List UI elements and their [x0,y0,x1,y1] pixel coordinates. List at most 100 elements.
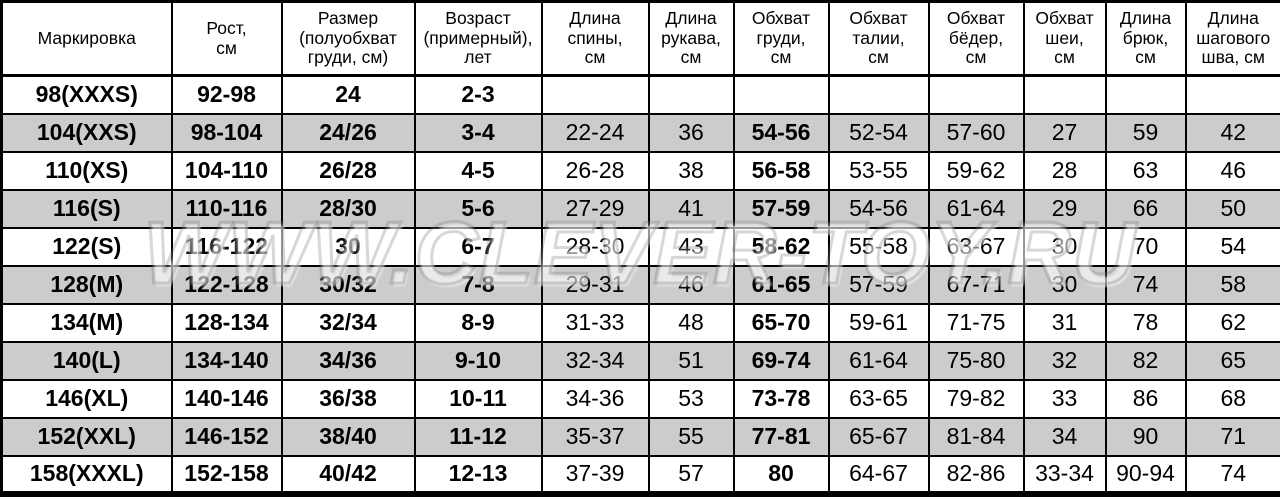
table-cell: 54 [1184,226,1280,267]
table-cell: 146-152 [170,416,283,457]
table-row: 116(S) 110-116 28/30 5-6 27-29 41 57-59 54-56 61… [0,188,1280,229]
table-cell: 38 [647,150,735,191]
table-cell: 58 [1184,264,1280,305]
column-header: Длина рукава, см [647,0,735,77]
table-cell: 122(S) [0,226,173,267]
table-cell: 28 [1022,150,1107,191]
table-cell: 36 [647,112,735,153]
table-cell: 22-24 [540,112,650,153]
table-row: 146(XL) 140-146 36/38 10-11 34-36 53 73-78 63-6… [0,378,1280,419]
table-cell: 12-13 [413,454,543,496]
table-cell: 61-64 [827,340,930,381]
table-cell [647,74,735,115]
table-cell: 41 [647,188,735,229]
table-cell: 79-82 [927,378,1025,419]
table-cell [540,74,650,115]
table-cell: 55-58 [827,226,930,267]
table-cell: 73-78 [732,378,830,419]
table-cell: 50 [1184,188,1280,229]
table-cell: 32 [1022,340,1107,381]
table-cell: 51 [647,340,735,381]
table-cell: 158(XXXL) [0,454,173,496]
table-cell: 128(M) [0,264,173,305]
table-cell: 26/28 [280,150,416,191]
table-cell: 9-10 [413,340,543,381]
table-cell: 6-7 [413,226,543,267]
table-cell: 37-39 [540,454,650,496]
table-cell: 134(M) [0,302,173,343]
table-cell: 29 [1022,188,1107,229]
table-cell: 63-65 [827,378,930,419]
table-row: 122(S) 116-122 30 6-7 28-30 43 58-62 55-58 63-67… [0,226,1280,267]
table-header-row: Маркировка Рост, см Размер (полуобхват гру… [0,0,1280,77]
table-cell: 65 [1184,340,1280,381]
table-cell: 29-31 [540,264,650,305]
table-cell: 74 [1184,454,1280,496]
table-row: 152(XXL) 146-152 38/40 11-12 35-37 55 77-81 65-… [0,416,1280,457]
table-row: 140(L) 134-140 34/36 9-10 32-34 51 69-74 61-64 7… [0,340,1280,381]
table-cell: 134-140 [170,340,283,381]
table-cell: 56-58 [732,150,830,191]
table-cell: 36/38 [280,378,416,419]
table-cell: 128-134 [170,302,283,343]
table-cell: 116(S) [0,188,173,229]
table-cell: 71 [1184,416,1280,457]
table-cell: 82-86 [927,454,1025,496]
table-cell: 34-36 [540,378,650,419]
table-cell: 57-60 [927,112,1025,153]
table-cell [827,74,930,115]
table-cell: 8-9 [413,302,543,343]
table-cell: 104-110 [170,150,283,191]
table-cell: 38/40 [280,416,416,457]
table-row: 110(XS) 104-110 26/28 4-5 26-28 38 56-58 53-55 5… [0,150,1280,191]
column-header: Длина шагового шва, см [1184,0,1280,77]
table-cell: 46 [647,264,735,305]
table-cell: 67-71 [927,264,1025,305]
table-cell: 140-146 [170,378,283,419]
table-cell: 61-65 [732,264,830,305]
table-cell: 57 [647,454,735,496]
table-cell: 4-5 [413,150,543,191]
table-cell: 80 [732,454,830,496]
table-cell: 110-116 [170,188,283,229]
table-row: 128(M) 122-128 30/32 7-8 29-31 46 61-65 57-59 67… [0,264,1280,305]
table-cell: 28/30 [280,188,416,229]
table-cell [927,74,1025,115]
table-cell: 62 [1184,302,1280,343]
table-cell: 5-6 [413,188,543,229]
table-cell: 53 [647,378,735,419]
table-cell: 57-59 [732,188,830,229]
table-cell: 58-62 [732,226,830,267]
table-cell: 78 [1104,302,1187,343]
table-cell: 81-84 [927,416,1025,457]
table-cell: 77-81 [732,416,830,457]
table-cell: 31-33 [540,302,650,343]
table-cell: 26-28 [540,150,650,191]
table-cell: 30 [1022,264,1107,305]
table-cell: 74 [1104,264,1187,305]
table-cell: 59-62 [927,150,1025,191]
table-cell: 30/32 [280,264,416,305]
table-cell: 33-34 [1022,454,1107,496]
column-header: Размер (полуобхват груди, см) [280,0,416,77]
table-cell: 27-29 [540,188,650,229]
table-cell: 98(XXXS) [0,74,173,115]
table-cell: 24 [280,74,416,115]
table-cell: 54-56 [732,112,830,153]
table-cell: 69-74 [732,340,830,381]
table-cell: 65-67 [827,416,930,457]
table-cell: 24/26 [280,112,416,153]
table-row: 104(XXS) 98-104 24/26 3-4 22-24 36 54-56 52-54 5… [0,112,1280,153]
table-cell: 59-61 [827,302,930,343]
column-header: Обхват груди, см [732,0,830,77]
column-header: Рост, см [170,0,283,77]
table-cell [1104,74,1187,115]
table-cell: 54-56 [827,188,930,229]
table-cell: 43 [647,226,735,267]
table-cell: 66 [1104,188,1187,229]
table-cell: 63 [1104,150,1187,191]
table-cell: 90 [1104,416,1187,457]
table-cell: 65-70 [732,302,830,343]
